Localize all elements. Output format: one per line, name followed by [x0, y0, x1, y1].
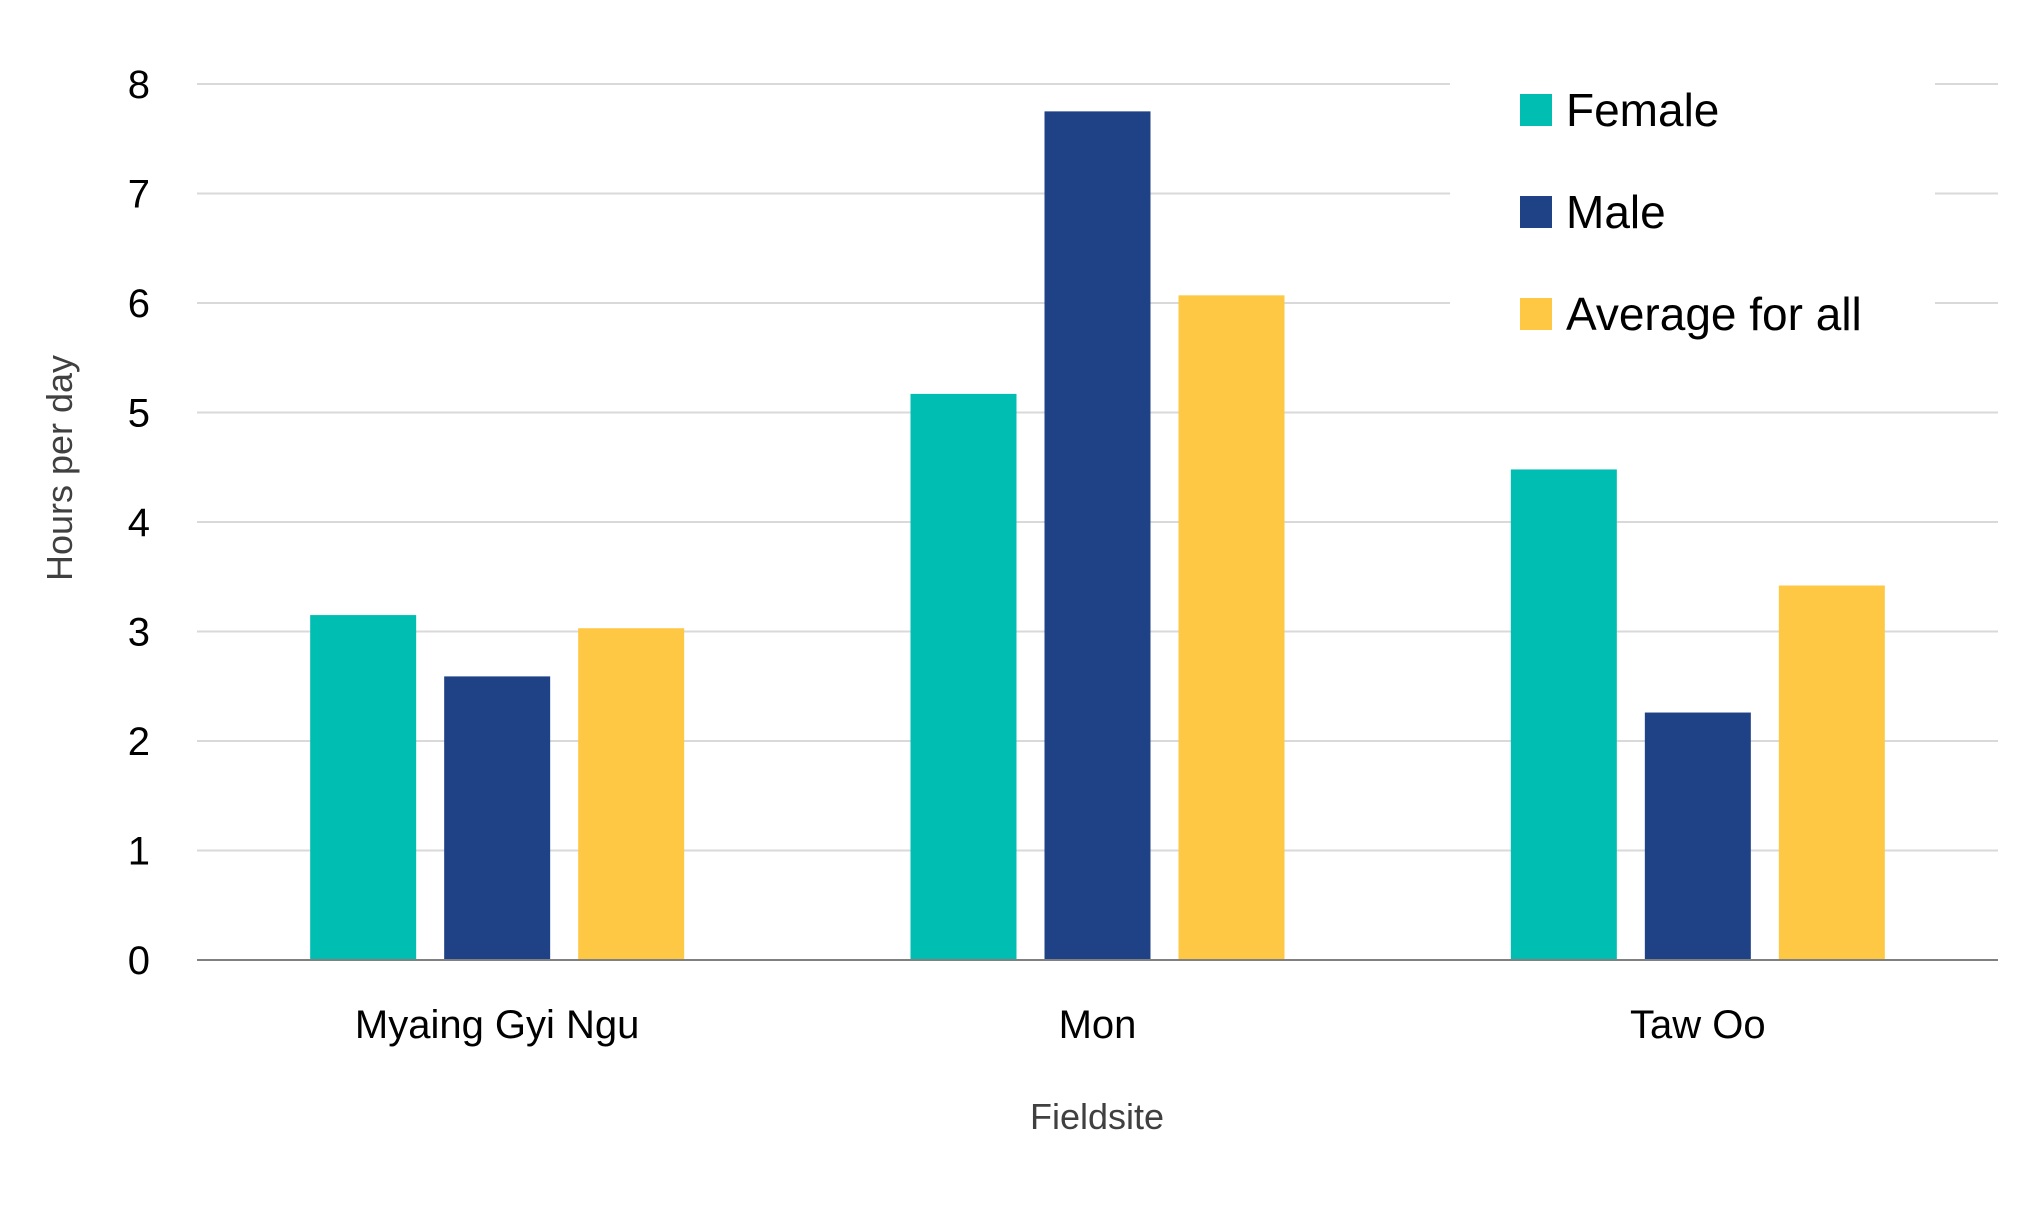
- bar: [310, 615, 417, 960]
- bar: [1778, 585, 1885, 960]
- y-tick-label: 2: [128, 720, 150, 764]
- y-tick-label: 0: [128, 939, 150, 983]
- x-category-label: Mon: [1059, 1003, 1137, 1047]
- bar: [1510, 469, 1617, 960]
- bar: [910, 393, 1017, 960]
- bar: [578, 628, 685, 960]
- bar: [1644, 712, 1751, 960]
- y-tick-label: 5: [128, 392, 150, 436]
- y-tick-label: 3: [128, 611, 150, 655]
- y-tick-label: 1: [128, 830, 150, 874]
- y-axis-title: Hours per day: [39, 355, 80, 581]
- x-category-labels: Myaing Gyi Ngu Mon Taw Oo: [355, 1003, 1766, 1047]
- y-tick-label: 6: [128, 282, 150, 326]
- x-category-label: Taw Oo: [1630, 1003, 1766, 1047]
- legend-swatch: [1520, 94, 1552, 126]
- y-tick-label: 4: [128, 501, 150, 545]
- legend-label: Female: [1566, 84, 1719, 136]
- bar: [1178, 295, 1285, 961]
- legend-swatch: [1520, 298, 1552, 330]
- x-category-label: Myaing Gyi Ngu: [355, 1003, 640, 1047]
- legend-swatch: [1520, 196, 1552, 228]
- x-axis-title: Fieldsite: [1030, 1096, 1164, 1137]
- legend-label: Average for all: [1566, 288, 1862, 340]
- bars: [310, 111, 1885, 961]
- bar: [444, 676, 551, 960]
- bar: [1044, 111, 1151, 960]
- y-tick-labels: 0 1 2 3 4 5 6 7 8: [128, 63, 150, 983]
- y-tick-label: 7: [128, 173, 150, 217]
- y-tick-label: 8: [128, 63, 150, 107]
- legend: Female Male Average for all: [1520, 84, 1862, 340]
- legend-label: Male: [1566, 186, 1666, 238]
